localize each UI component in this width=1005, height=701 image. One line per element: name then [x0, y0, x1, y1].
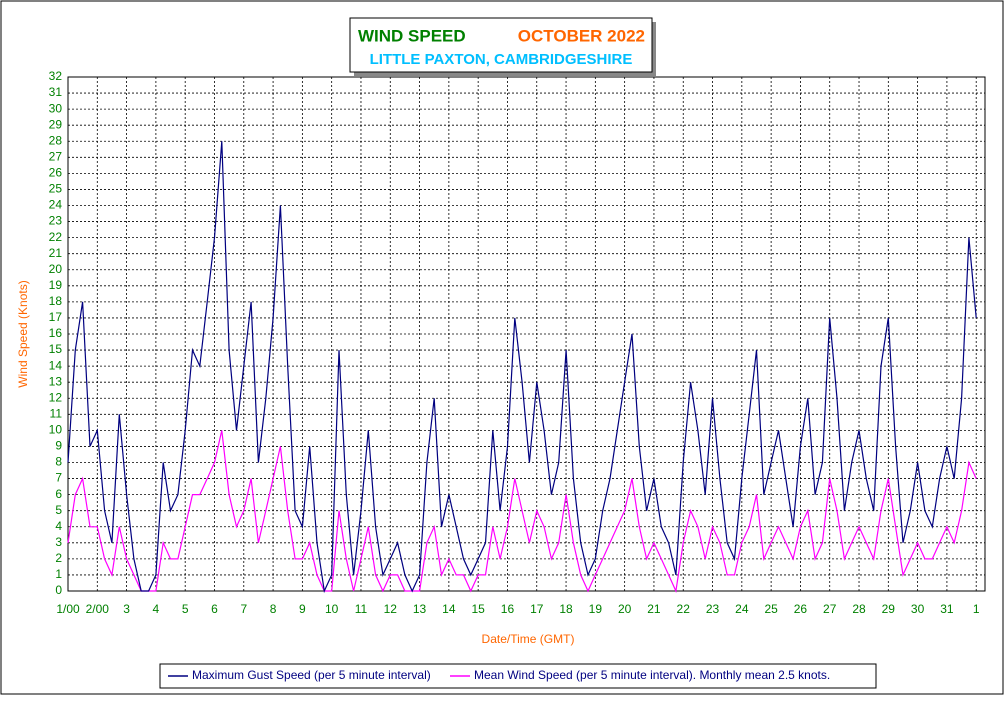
- x-axis-label: Date/Time (GMT): [482, 632, 575, 646]
- x-tick-label: 10: [325, 602, 339, 616]
- y-tick-label: 0: [55, 583, 62, 597]
- x-tick-label: 5: [182, 602, 189, 616]
- x-tick-label: 8: [270, 602, 277, 616]
- y-tick-label: 17: [49, 310, 63, 324]
- y-tick-label: 10: [49, 423, 63, 437]
- legend-label: Mean Wind Speed (per 5 minute interval).…: [474, 668, 830, 682]
- y-tick-label: 16: [49, 326, 63, 340]
- y-axis-label: Wind Speed (Knots): [16, 280, 30, 387]
- x-tick-label: 4: [153, 602, 160, 616]
- x-tick-label: 15: [471, 602, 485, 616]
- y-tick-label: 9: [55, 439, 62, 453]
- y-tick-label: 3: [55, 535, 62, 549]
- x-tick-label: 26: [794, 602, 808, 616]
- y-tick-label: 29: [49, 117, 63, 131]
- x-tick-label: 23: [706, 602, 720, 616]
- y-tick-label: 22: [49, 230, 63, 244]
- x-tick-label: 13: [413, 602, 427, 616]
- y-tick-label: 1: [55, 567, 62, 581]
- x-tick-label: 7: [240, 602, 247, 616]
- x-tick-label: 31: [940, 602, 954, 616]
- x-tick-label: 22: [677, 602, 691, 616]
- y-tick-label: 25: [49, 182, 63, 196]
- chart-title: WIND SPEED: [358, 26, 466, 45]
- x-tick-label: 17: [530, 602, 544, 616]
- x-tick-label: 1/00: [56, 602, 80, 616]
- x-tick-label: 12: [384, 602, 398, 616]
- x-tick-label: 20: [618, 602, 632, 616]
- x-tick-label: 2/00: [86, 602, 110, 616]
- x-tick-label: 16: [501, 602, 515, 616]
- x-tick-label: 30: [911, 602, 925, 616]
- x-tick-label: 11: [355, 602, 368, 616]
- y-tick-label: 23: [49, 214, 63, 228]
- y-tick-label: 8: [55, 455, 62, 469]
- y-tick-label: 31: [49, 85, 63, 99]
- y-tick-label: 21: [49, 246, 63, 260]
- y-tick-label: 24: [49, 198, 63, 212]
- x-tick-label: 3: [123, 602, 130, 616]
- y-tick-label: 2: [55, 551, 62, 565]
- y-tick-label: 7: [55, 471, 62, 485]
- y-tick-label: 20: [49, 262, 63, 276]
- title-box: [349, 17, 653, 73]
- x-tick-label: 18: [559, 602, 573, 616]
- y-tick-label: 12: [49, 390, 63, 404]
- x-tick-label: 21: [647, 602, 661, 616]
- y-tick-label: 4: [55, 519, 62, 533]
- x-tick-label: 24: [735, 602, 749, 616]
- y-tick-label: 11: [50, 406, 63, 420]
- y-tick-label: 30: [49, 101, 63, 115]
- x-tick-label: 9: [299, 602, 306, 616]
- series-line: [67, 430, 977, 594]
- x-tick-label: 25: [764, 602, 778, 616]
- y-tick-label: 28: [49, 133, 63, 147]
- y-tick-label: 18: [49, 294, 63, 308]
- y-tick-label: 5: [55, 503, 62, 517]
- legend-label: Maximum Gust Speed (per 5 minute interva…: [192, 668, 431, 682]
- legend-box: [159, 663, 877, 689]
- x-tick-label: 6: [211, 602, 218, 616]
- y-tick-label: 13: [49, 374, 63, 388]
- x-tick-label: 1: [973, 602, 980, 616]
- x-tick-label: 29: [882, 602, 896, 616]
- series-line: [67, 141, 977, 594]
- y-tick-label: 27: [49, 149, 63, 163]
- y-tick-label: 6: [55, 487, 62, 501]
- x-tick-label: 28: [852, 602, 866, 616]
- y-tick-label: 32: [49, 69, 63, 83]
- y-tick-label: 26: [49, 166, 63, 180]
- y-tick-label: 15: [49, 342, 63, 356]
- y-tick-label: 19: [49, 278, 63, 292]
- y-tick-label: 14: [49, 358, 63, 372]
- chart-period: OCTOBER 2022: [518, 26, 645, 45]
- x-tick-label: 19: [589, 602, 603, 616]
- chart-subtitle: LITTLE PAXTON, CAMBRIDGESHIRE: [370, 51, 633, 68]
- x-tick-label: 14: [442, 602, 456, 616]
- x-tick-label: 27: [823, 602, 837, 616]
